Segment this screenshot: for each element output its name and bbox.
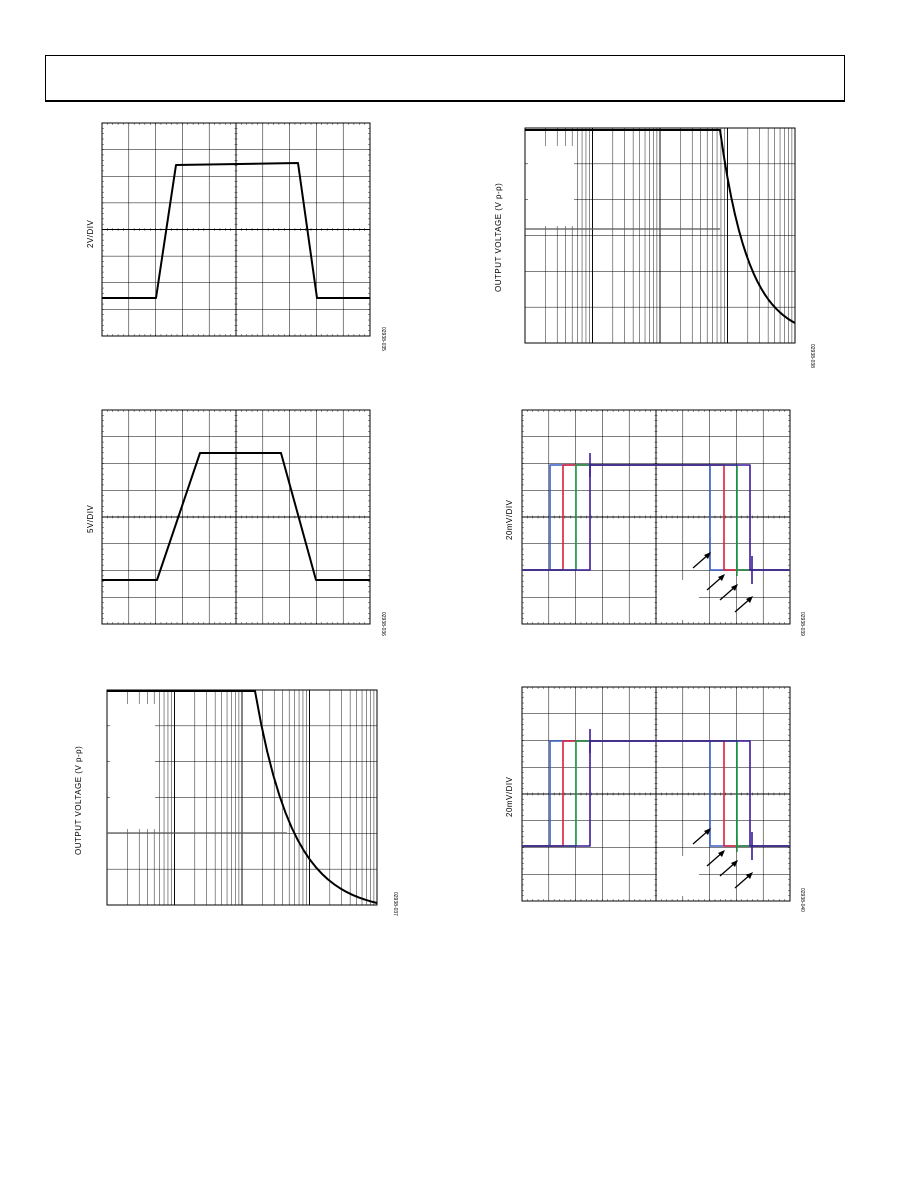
- arrow-head: [731, 584, 738, 591]
- arrow-head: [704, 552, 711, 559]
- arrow-head: [718, 850, 725, 857]
- pulse-trace: [522, 464, 790, 571]
- figure-number: 02938-040: [799, 888, 805, 912]
- arrow-head: [731, 860, 738, 867]
- legend-blank: [110, 704, 155, 829]
- legend-blank: [657, 580, 699, 620]
- amplitude-curve: [525, 129, 796, 324]
- arrow-head: [746, 596, 753, 603]
- arrow-head: [704, 828, 711, 835]
- y-axis-label: 20mV/DIV: [505, 776, 514, 817]
- arrow-head: [746, 872, 753, 879]
- output-trace: [102, 452, 370, 581]
- amplitude-curve: [107, 690, 378, 904]
- page-header-box: [45, 55, 845, 102]
- legend-blank: [657, 856, 699, 896]
- output-trace: [102, 162, 370, 299]
- arrow-head: [718, 574, 725, 581]
- pulse-trace: [522, 740, 790, 847]
- legend-blank: [528, 146, 574, 226]
